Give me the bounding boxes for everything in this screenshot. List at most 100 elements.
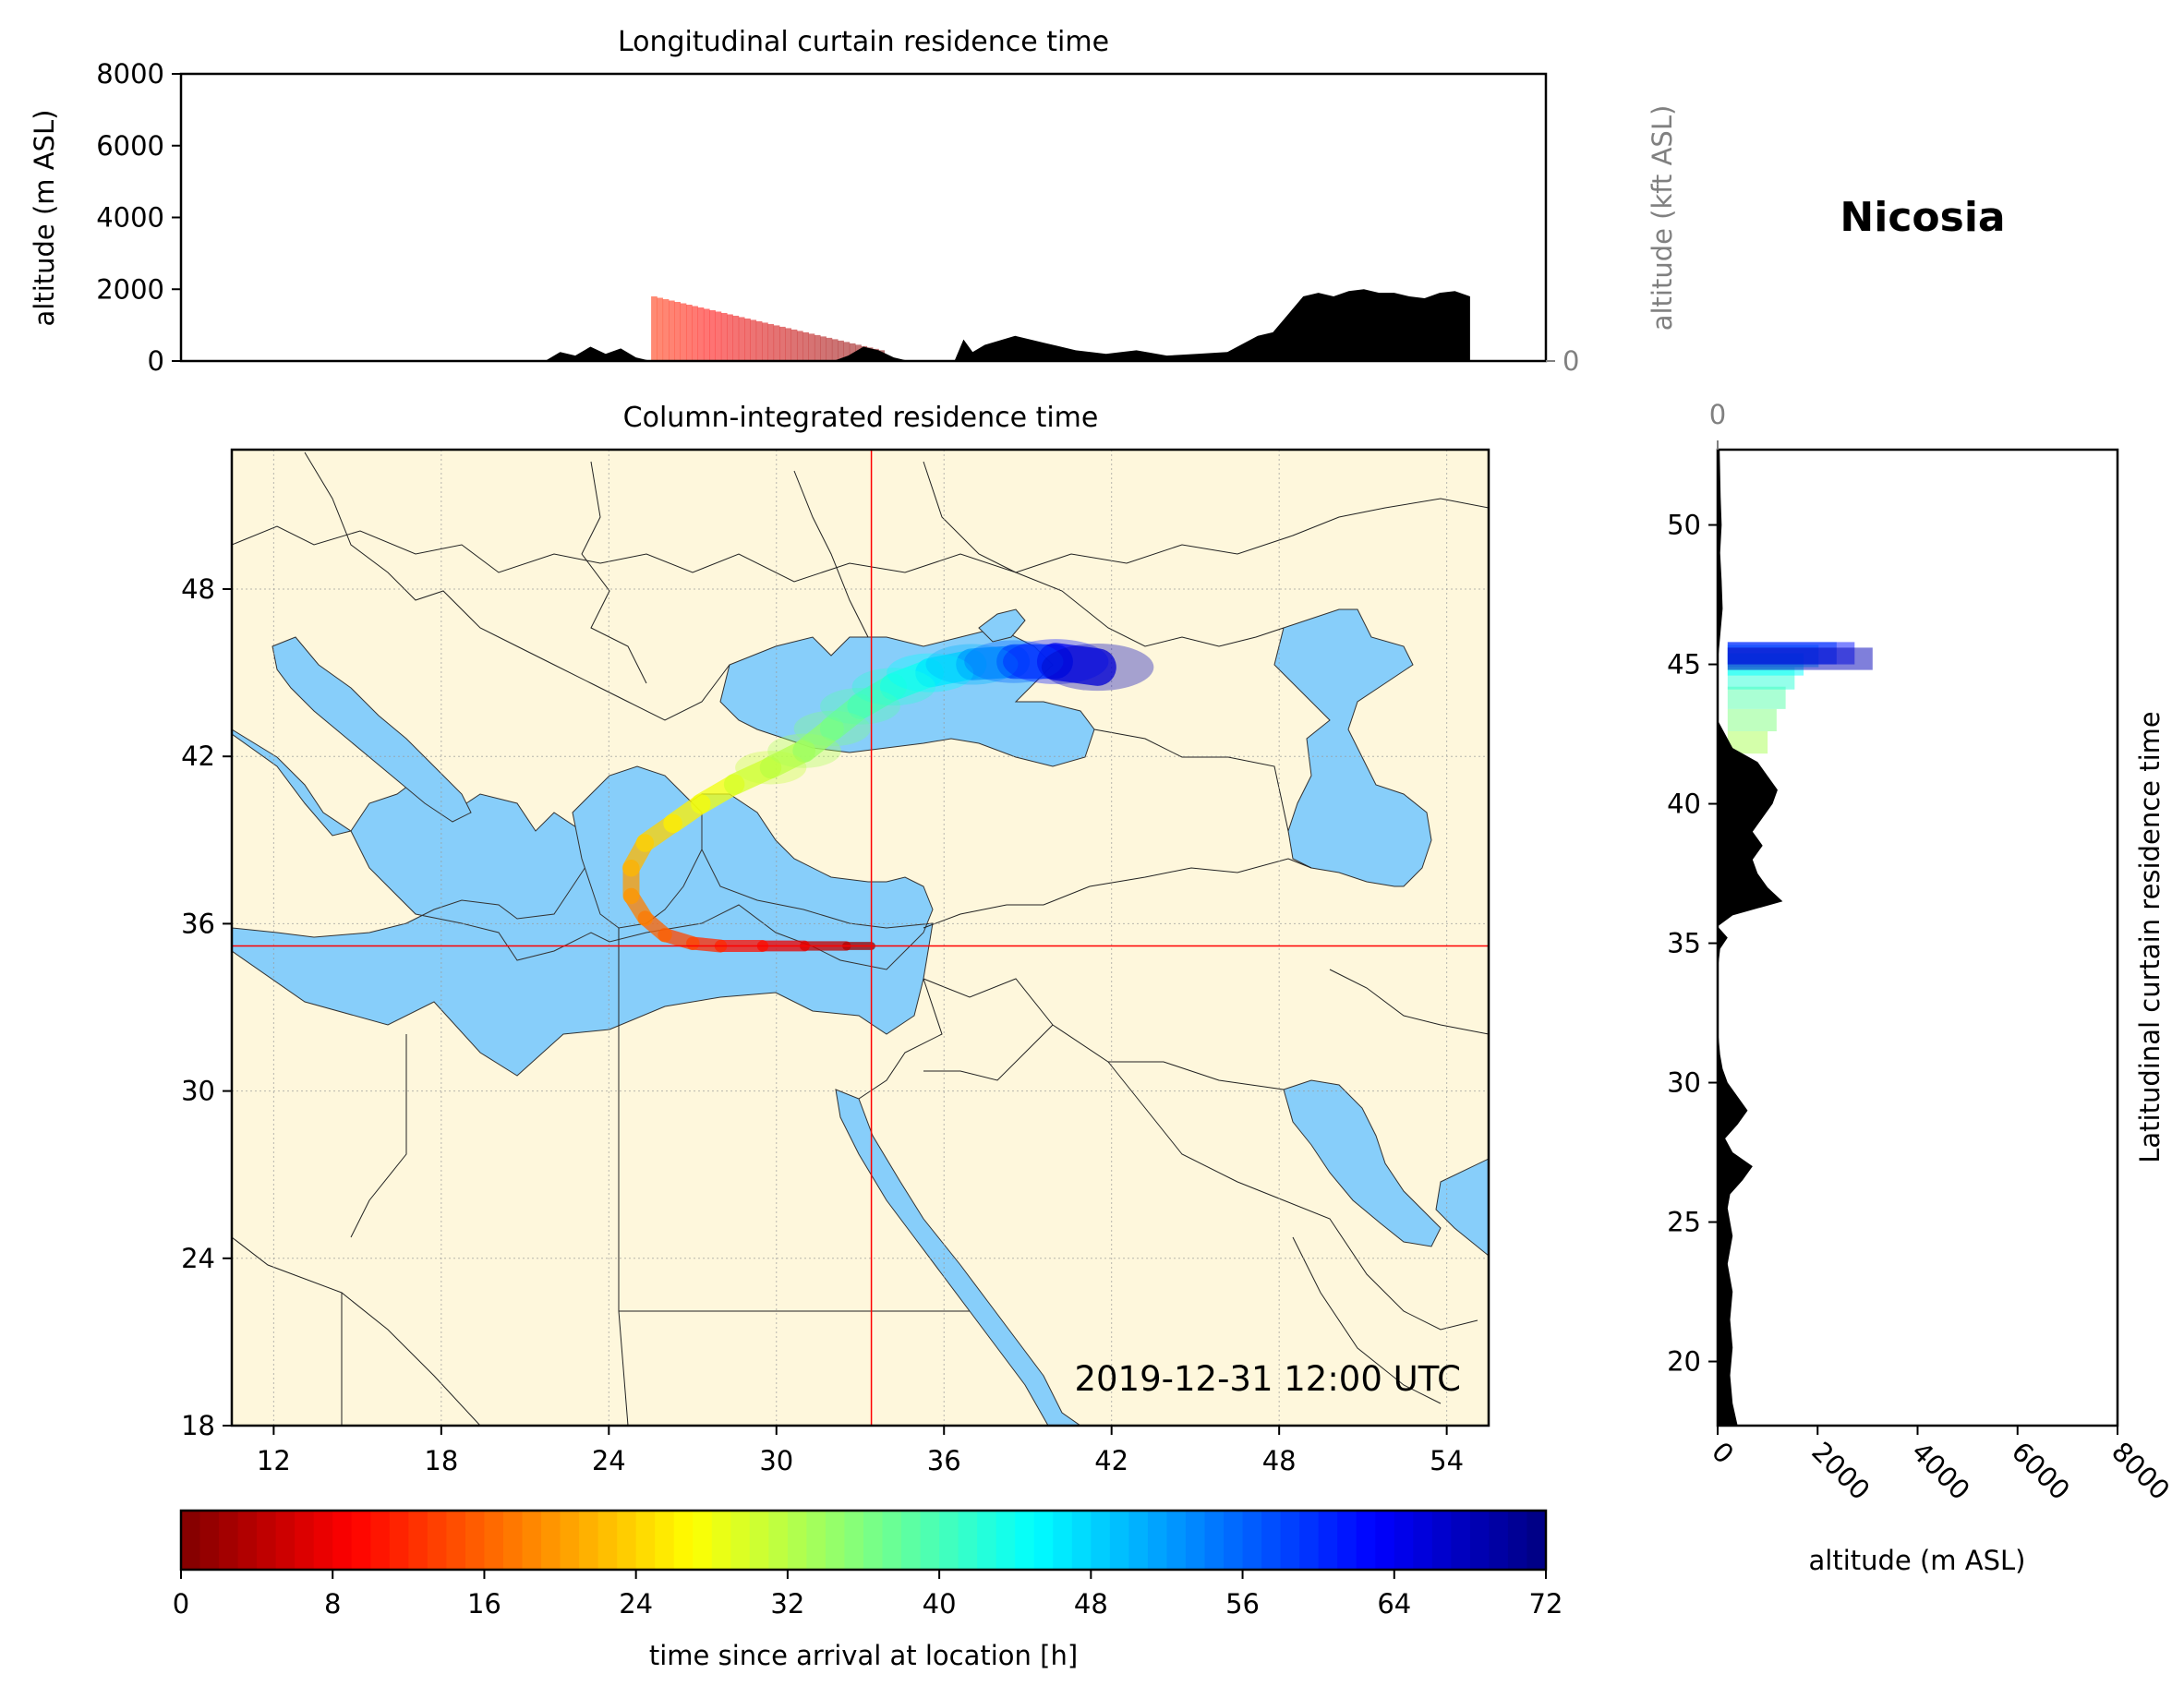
colorbar-tick-label: 8 [324,1588,341,1620]
latitudinal-title: Latitudinal curtain residence time [2134,711,2166,1163]
colorbar-cell [1071,1511,1092,1570]
longitudinal-residence-cell [662,299,670,361]
colorbar-tick-label: 64 [1377,1588,1411,1620]
plume-spread [887,653,974,692]
longitudinal-residence-cell [849,343,856,361]
release-crosshair [232,450,1489,1426]
colorbar-label: time since arrival at location [h] [649,1640,1078,1671]
colorbar-cell [1224,1511,1244,1570]
longitudinal-residence-cell [750,319,757,361]
colorbar-cell [257,1511,277,1570]
longitudinal-residence-cell [838,340,844,361]
colorbar-cell [1128,1511,1149,1570]
longitudinal-residence-cell [680,303,687,361]
map-plume [621,639,1154,953]
colorbar-cell [693,1511,713,1570]
adriatic-sea [271,636,472,823]
longitudinal-residence-cell [674,302,682,361]
colorbar-cell [1469,1511,1490,1570]
plume-segment [1036,643,1116,686]
colorbar-cell [370,1511,391,1570]
colorbar-cell [560,1511,580,1570]
map-borders [232,452,1489,1426]
longitudinal-residence-cell [796,331,803,361]
longitudinal-title: Longitudinal curtain residence time [618,26,1109,58]
plume-spread [1041,643,1154,692]
colorbar-cell [275,1511,296,1570]
longitudinal-residence-cell [727,314,733,361]
colorbar-cell [1375,1511,1395,1570]
longitudinal-residence-cell [715,311,722,361]
longitudinal-ytick-label: 6000 [96,130,164,162]
colorbar-cell [1489,1511,1509,1570]
longitudinal-residence-cell [755,320,763,361]
map-xtick-label: 36 [927,1445,961,1476]
colorbar-cell [749,1511,769,1570]
colorbar-cell [502,1511,524,1570]
colorbar-tick-label: 32 [770,1588,804,1620]
colorbar-cell [995,1511,1016,1570]
station-name: Nicosia [1840,194,2005,241]
colorbar-cell [313,1511,333,1570]
colorbar-cell [939,1511,959,1570]
colorbar-cell [844,1511,864,1570]
longitudinal-residence-cell [709,309,716,361]
colorbar-cell [219,1511,239,1570]
map-ytick-label: 24 [181,1243,215,1274]
colorbar-cell [332,1511,353,1570]
colorbar-cell [1526,1511,1547,1570]
plume-spread [820,688,900,725]
longitudinal-residence-cell [669,300,675,361]
colorbar-tick-label: 0 [173,1588,189,1620]
longitudinal-ylabel: altitude (m ASL) [29,110,60,327]
colorbar-cell [1109,1511,1129,1570]
map-grid [232,450,1489,1426]
map-ytick-label: 30 [181,1076,215,1107]
colorbar-cell [655,1511,675,1570]
map-ytick-label: 36 [181,908,215,939]
caspian-sea [1273,608,1432,887]
colorbar-cell [1185,1511,1206,1570]
longitudinal-residence-cell [843,342,851,361]
latitudinal-xtick-top-label: 0 [1709,399,1726,430]
longitudinal-residence-cell [773,325,780,361]
colorbar-cell [579,1511,599,1570]
map-panel: Column-integrated residence time [181,402,1490,1476]
latitudinal-xtick-label: 4000 [1906,1436,1976,1506]
map-xtick-label: 30 [759,1445,793,1476]
colorbar-cell [1451,1511,1471,1570]
latitudinal-y-ticks: 20 25 30 35 40 45 50 [1667,510,1718,1378]
longitudinal-residence-cell [744,318,751,361]
map-title: Column-integrated residence time [623,402,1099,434]
colorbar-cell [1091,1511,1111,1570]
latitudinal-ytick-label: 25 [1667,1207,1701,1238]
latitudinal-xtick-label: 2000 [1805,1436,1876,1506]
colorbar-cell [711,1511,731,1570]
latitudinal-xtick-label: 8000 [2106,1436,2176,1506]
longitudinal-residence-cell [762,322,768,361]
longitudinal-ytick-label: 8000 [96,58,164,90]
colorbar-cell [465,1511,486,1570]
colorbar-cell [787,1511,808,1570]
colorbar-cell [237,1511,258,1570]
colorbar-cell [181,1511,201,1570]
colorbar-tick-label: 24 [619,1588,653,1620]
colorbar-cell [597,1511,618,1570]
plume-spread [851,668,935,706]
longitudinal-residence-cell [831,339,839,361]
longitudinal-terrain [545,289,1470,361]
colorbar-cell [863,1511,884,1570]
colorbar-cell [1337,1511,1357,1570]
longitudinal-ytick-right-label: 0 [1563,345,1579,377]
map-xtick-label: 18 [424,1445,458,1476]
colorbar-cell [1242,1511,1262,1570]
latitudinal-xlabel: altitude (m ASL) [1809,1545,2026,1576]
colorbar-cell [427,1511,447,1570]
longitudinal-residence-cell [779,326,786,361]
arabian-sea [1435,1158,1489,1257]
longitudinal-residence-cell [720,312,728,361]
map-ytick-label: 48 [181,573,215,605]
colorbar-tick-label: 16 [467,1588,501,1620]
